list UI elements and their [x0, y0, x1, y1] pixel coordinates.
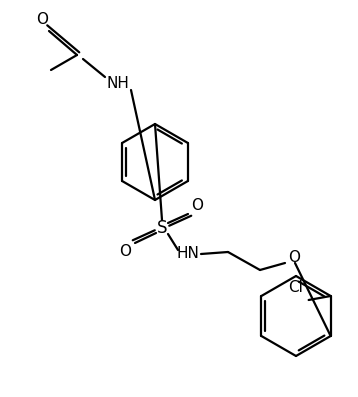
Text: O: O	[119, 245, 131, 260]
Text: HN: HN	[176, 247, 199, 262]
Text: O: O	[36, 12, 48, 27]
Text: NH: NH	[107, 75, 130, 91]
Text: O: O	[288, 251, 300, 266]
Text: Cl: Cl	[289, 281, 304, 295]
Text: O: O	[191, 197, 203, 212]
Text: S: S	[157, 219, 167, 237]
